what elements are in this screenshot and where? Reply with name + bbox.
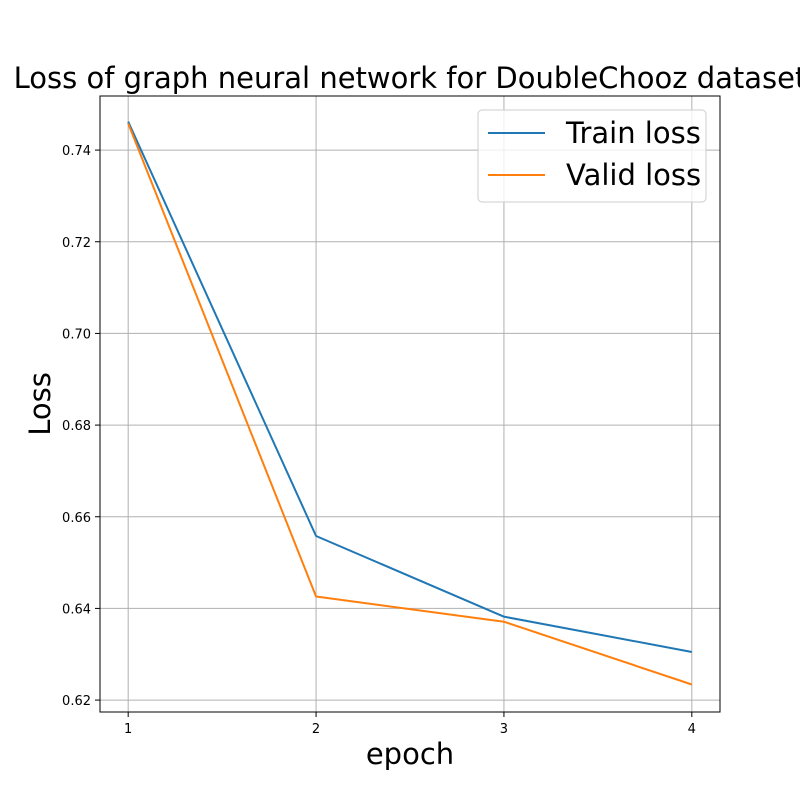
y-tick-label: 0.70 [62, 327, 91, 342]
chart-title: Loss of graph neural network for DoubleC… [14, 61, 800, 95]
y-tick-label: 0.72 [62, 236, 91, 251]
x-tick-label: 3 [500, 722, 508, 737]
y-tick-label: 0.74 [62, 144, 91, 159]
x-tick-label: 1 [124, 722, 132, 737]
y-tick-label: 0.68 [62, 419, 91, 434]
legend-label-valid-loss: Valid loss [566, 158, 701, 192]
plot-frame [99, 95, 721, 713]
y-tick-label: 0.66 [62, 511, 91, 526]
legend-label-train-loss: Train loss [565, 116, 701, 150]
legend: Train loss Valid loss [477, 109, 707, 203]
x-axis-label: epoch [366, 737, 454, 771]
series-line-train-loss [127, 121, 693, 653]
series-lines [127, 121, 693, 686]
y-tick-label: 0.62 [62, 694, 91, 709]
y-tick-label: 0.64 [62, 602, 91, 617]
x-tick-label: 2 [312, 722, 320, 737]
series-line-valid-loss [127, 123, 693, 686]
y-axis-label: Loss [23, 372, 57, 436]
x-tick-label: 4 [688, 722, 696, 737]
axis-ticks: 1 2 3 4 0.62 0.64 0.66 0.68 0.70 0.72 0.74 [62, 144, 696, 737]
